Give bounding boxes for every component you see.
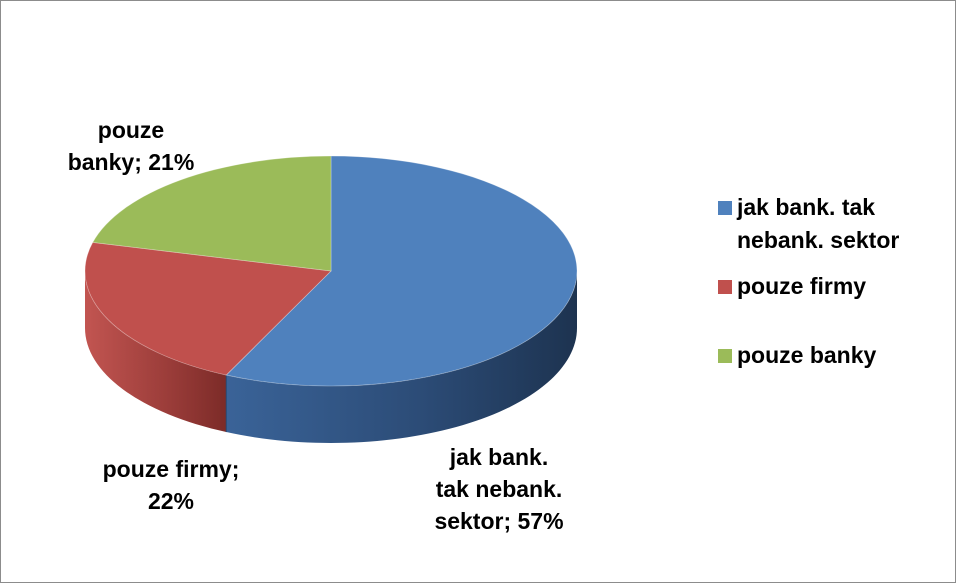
pie-side-jak-bank-tak-nebank — [226, 271, 577, 443]
legend: jak bank. tak nebank. sektor pouze firmy… — [713, 191, 953, 372]
pie-tops — [84, 155, 578, 387]
legend-swatch-blue — [718, 201, 732, 215]
legend-item-pouze-banky: pouze banky — [713, 339, 953, 372]
legend-item-pouze-firmy: pouze firmy — [713, 270, 953, 303]
data-label-pouze-firmy: pouze firmy; 22% — [102, 456, 240, 514]
data-label-jak-bank-tak-nebank: jak bank. tak nebank. sektor; 57% — [434, 444, 564, 534]
legend-label: pouze banky — [737, 342, 877, 368]
pie-slice-pouze-firmy — [84, 241, 332, 376]
legend-label: jak bank. tak nebank. sektor — [737, 194, 900, 253]
legend-label: pouze firmy — [737, 273, 867, 299]
pie-slice-pouze-banky — [92, 155, 332, 272]
pie-side-pouze-firmy — [85, 271, 227, 433]
pie-slice-jak-bank-tak-nebank — [225, 155, 578, 387]
legend-swatch-green — [718, 349, 732, 363]
data-label-pouze-banky: pouze banky; 21% — [67, 117, 195, 175]
legend-item-jak-bank-tak-nebank: jak bank. tak nebank. sektor — [713, 191, 953, 257]
pie-sides — [85, 271, 577, 443]
legend-swatch-red — [718, 280, 732, 294]
